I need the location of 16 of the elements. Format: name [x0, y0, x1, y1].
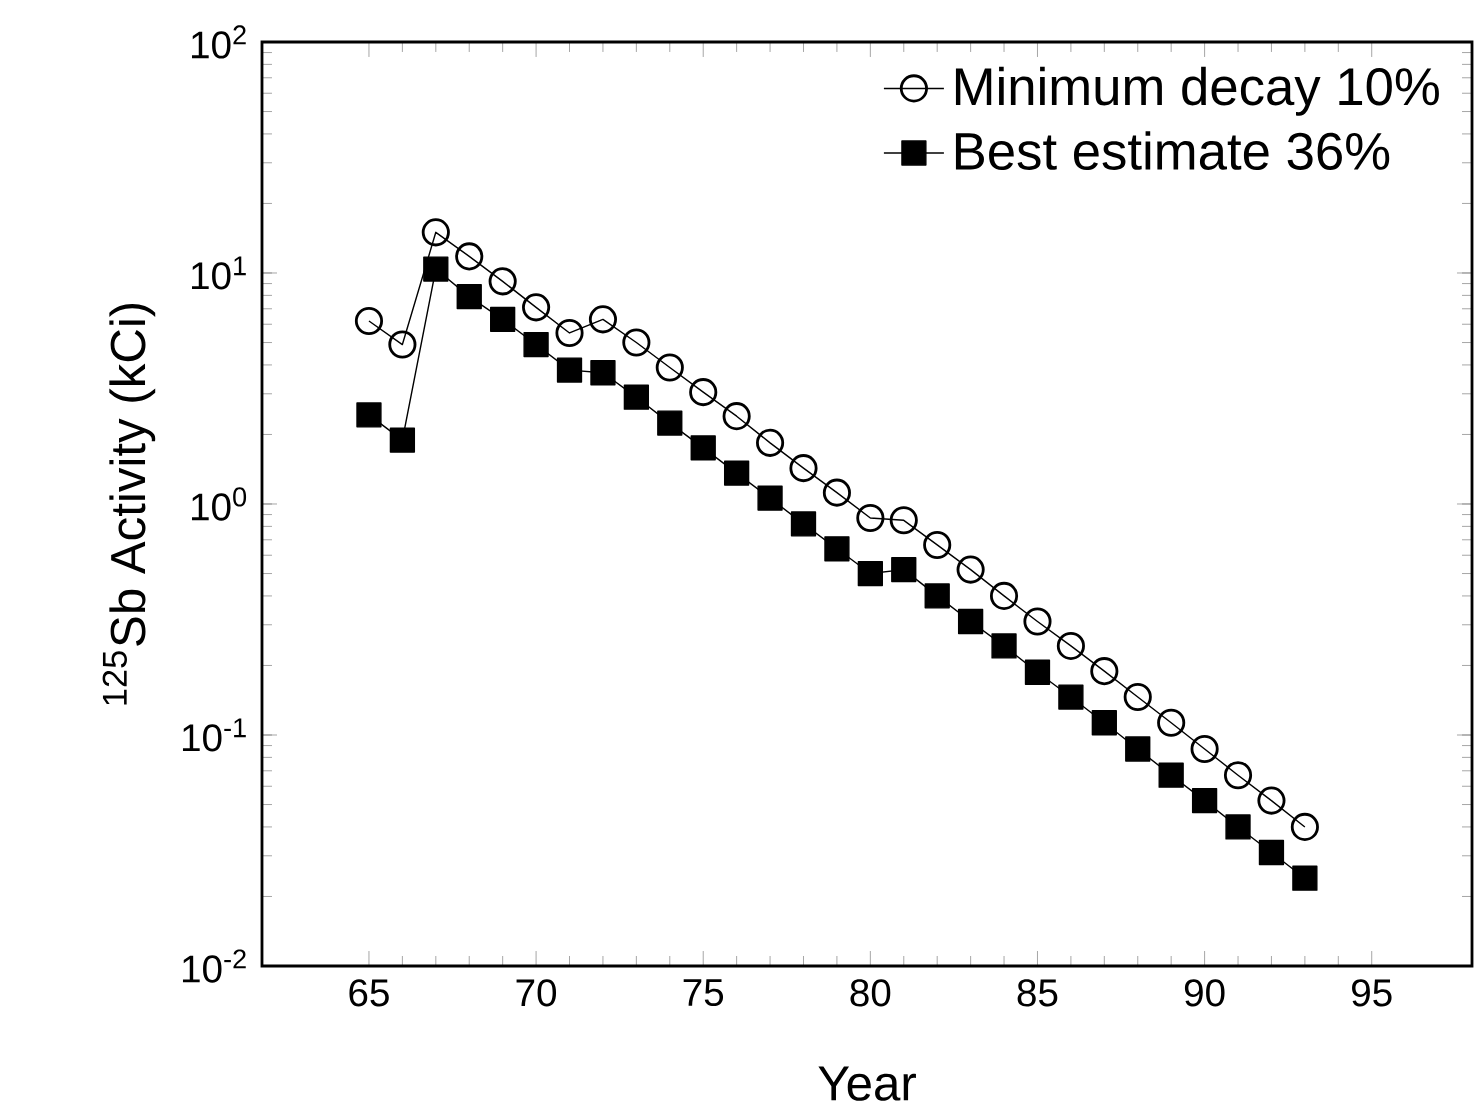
y-tick-label: 10$^{0}$	[191, 487, 247, 521]
y-tick-label: 10$^{-1}$	[182, 718, 246, 752]
x-tick-label: 75	[683, 979, 724, 1007]
legend-label: Minimum decay 10%	[955, 66, 1439, 116]
y-tick-label: 10$^{1}$	[191, 256, 246, 290]
x-axis-title: Year	[818, 1066, 916, 1101]
x-tick-label: 65	[349, 979, 389, 1007]
y-tick-label: 10$^{-2}$	[182, 949, 246, 983]
legend-label: Best estimate 36%	[955, 131, 1390, 170]
x-tick-label: 70	[516, 979, 557, 1007]
x-tick-label: 95	[1352, 979, 1392, 1007]
x-tick-label: 90	[1184, 979, 1225, 1007]
y-tick-label: 10$^{2}$	[191, 25, 246, 59]
x-tick-label: 80	[850, 979, 891, 1007]
x-tick-label: 85	[1017, 979, 1058, 1007]
y-axis-title: $^{125}$Sb Activity (kCi)	[102, 303, 156, 705]
